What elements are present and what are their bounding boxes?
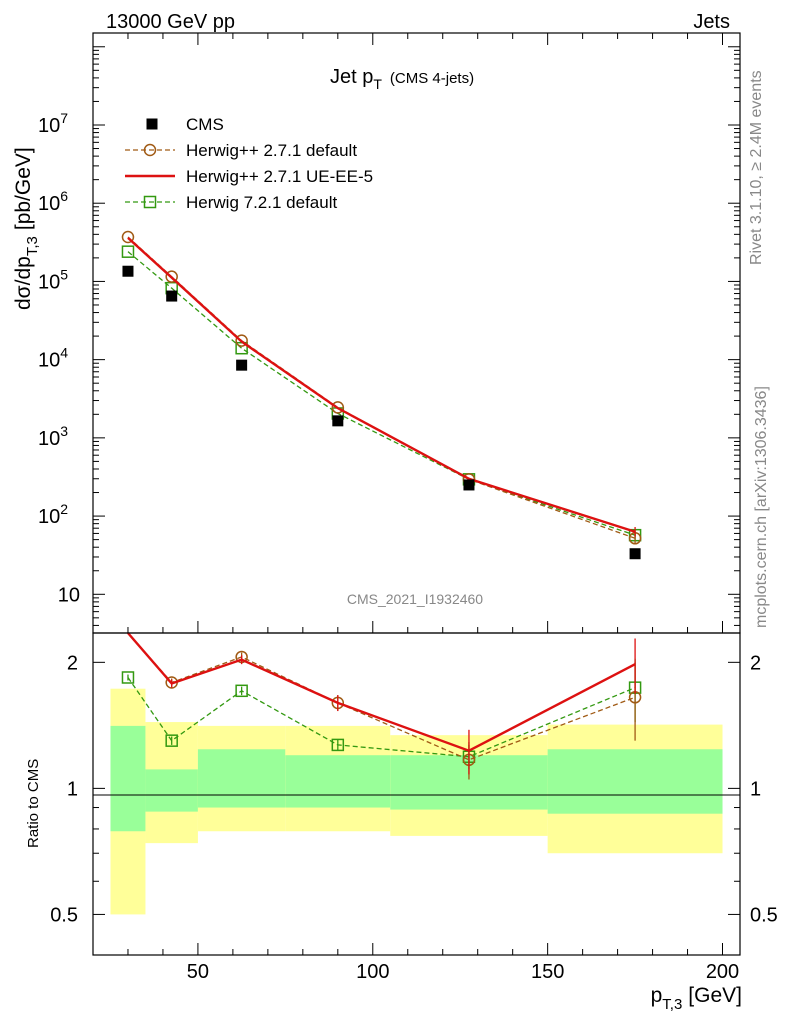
inner-uncertainty-band [285,755,391,808]
inner-uncertainty-band [145,769,198,812]
y-tick-base: 10 [38,271,60,293]
y-tick-base: 10 [58,584,80,606]
rivet-version-label: Rivet 3.1.10, ≥ 2.4M events [748,70,765,265]
data-point [629,548,641,560]
ratio-series-layer [121,632,642,780]
chart-title: Jet pT (CMS 4-jets) [330,66,474,92]
ratio-line-1 [127,632,636,761]
x-axis: 50 100 150 200 [127,943,739,983]
x-label-sub: T,3 [662,996,682,1013]
ratio-marker [331,738,345,752]
legend-label: Herwig++ 2.7.1 default [186,141,357,160]
legend: CMS Herwig++ 2.7.1 default Herwig++ 2.7.1 … [125,115,373,212]
y-tick-label: 103 [38,423,68,450]
legend-marker [143,195,157,209]
analysis-watermark: CMS_2021_I1932460 [347,591,483,607]
ratio-panel: 0.5 0.5 1 1 2 2 50 100 150 200 [50,632,778,983]
y-tick-label: 105 [38,266,68,293]
y-label-main: dσ/dp [12,256,35,310]
data-point [236,359,248,371]
ratio-marker [235,684,248,698]
ratio-tick-label-right: 2 [750,652,761,674]
chart-title-note: (CMS 4-jets) [390,70,474,87]
main-x-ticks [127,33,724,633]
y-tick-exponent: 4 [60,345,68,361]
main-marker [235,334,248,347]
inner-uncertainty-band [547,749,723,814]
data-point [332,415,344,427]
legend-label: Herwig 7.2.1 default [186,193,337,212]
x-tick-label: 150 [531,961,564,983]
y-tick-exponent: 2 [60,501,68,517]
y-tick-exponent: 7 [60,110,68,126]
ratio-line-3 [127,677,636,758]
ratio-tick-label: 0.5 [50,904,78,926]
y-tick-exponent: 3 [60,423,68,439]
x-label-main: p [651,984,663,1007]
chart-title-main: Jet p [330,66,373,88]
ratio-tick-label: 1 [67,778,78,800]
y-tick-base: 10 [38,115,60,137]
ratio-line-2 [127,632,636,753]
y-tick-label: 104 [38,345,68,372]
y-tick-base: 10 [38,193,60,215]
ratio-tick-label-right: 1 [750,778,761,800]
jets-label: Jets [693,11,730,33]
mcplots-label: mcplots.cern.ch [arXiv:1306.3436] [753,386,770,628]
main-marker [165,270,178,283]
y-tick-label: 106 [38,188,68,215]
main-y-axis-label: dσ/dpT,3 [pb/GeV] [12,147,41,310]
main-line-1 [127,236,636,539]
ratio-marker [165,734,178,747]
y-tick-label: 10 [58,584,80,606]
legend-marker-cms [146,118,158,130]
main-marker [331,401,345,414]
y-tick-label: 107 [38,110,68,137]
y-tick-exponent: 5 [60,266,68,282]
collision-label: 13000 GeV pp [106,11,235,33]
y-label-sub: T,3 [24,236,41,256]
y-label-unit: [pb/GeV] [12,147,35,230]
y-tick-base: 10 [38,506,60,528]
x-tick-label: 50 [187,961,209,983]
data-point [122,265,134,277]
x-tick-label: 100 [356,961,389,983]
data-point [166,290,178,302]
x-label-unit: [GeV] [688,984,742,1007]
y-tick-base: 10 [38,428,60,450]
inner-uncertainty-band [197,749,286,808]
y-tick-base: 10 [38,350,60,372]
main-series-layer [121,230,642,560]
legend-marker [143,143,157,157]
main-line-3 [127,251,636,536]
ratio-marker [121,671,135,684]
main-marker [121,230,135,244]
ratio-frame [92,632,741,956]
x-tick-label: 200 [706,961,739,983]
ratio-tick-label: 2 [67,652,78,674]
main-line-2 [127,237,636,533]
data-point [463,479,475,491]
ratio-y-axis-label: Ratio to CMS [25,759,42,848]
x-axis-label: pT,3 [GeV] [651,984,742,1013]
ratio-bands [110,688,723,915]
y-tick-exponent: 6 [60,188,68,204]
ratio-y-axis: 0.5 0.5 1 1 2 2 [50,652,778,926]
inner-uncertainty-band [110,725,146,832]
legend-label: CMS [186,115,224,134]
legend-label: Herwig++ 2.7.1 UE-EE-5 [186,167,373,186]
y-tick-label: 102 [38,501,68,528]
chart-title-sub: T [373,76,382,92]
main-marker [121,245,135,258]
ratio-tick-label-right: 0.5 [750,904,778,926]
